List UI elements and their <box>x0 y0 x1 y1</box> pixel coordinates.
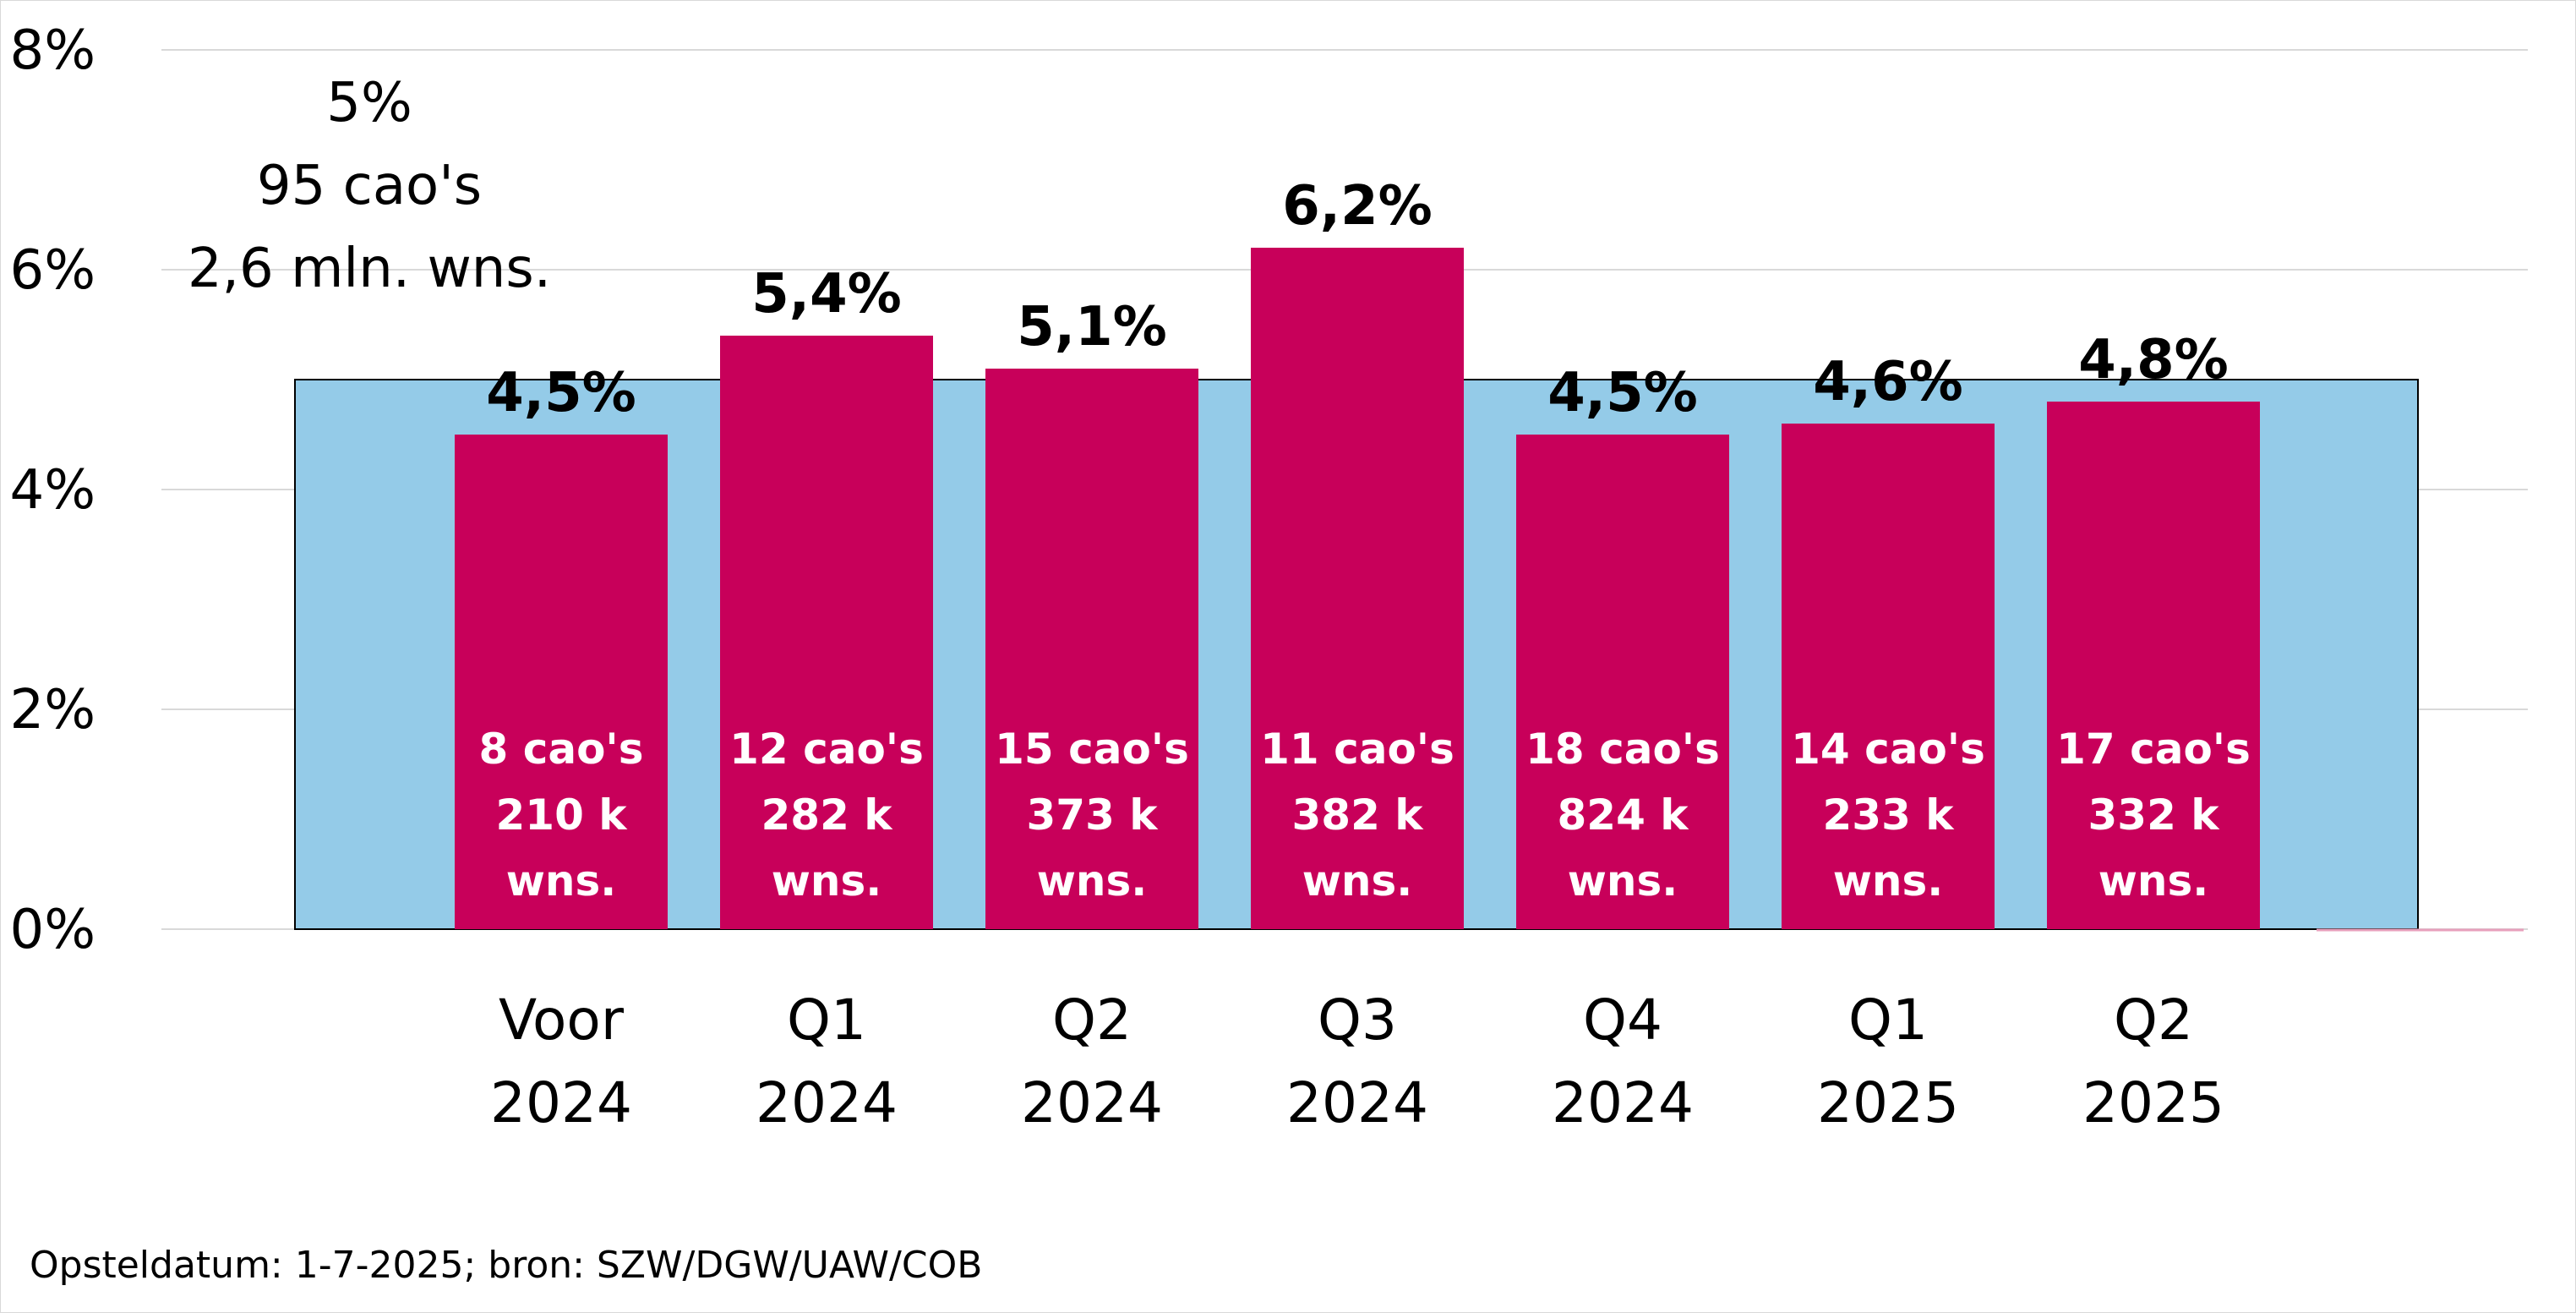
bar-annotation-line: wns. <box>1037 856 1148 905</box>
bar-annotations: 8 cao's 210 k wns. 12 cao's 282 k wns. 15 cao'… <box>479 725 2251 905</box>
x-category-label: Q2 <box>2114 987 2193 1053</box>
bar-annotation-line: 373 k <box>1026 791 1159 840</box>
bar-annotation-line: wns. <box>1568 856 1678 905</box>
bar <box>720 336 933 929</box>
bars <box>455 248 2260 929</box>
x-category-label: 2024 <box>490 1070 632 1135</box>
bar <box>2047 402 2260 929</box>
bar <box>985 369 1198 929</box>
bar-annotation-line: 12 cao's <box>729 725 924 774</box>
bar <box>1251 248 1464 929</box>
bar-value-label: 4,5% <box>486 362 636 424</box>
bar-annotation-line: wns. <box>772 856 882 905</box>
x-category-label: Q4 <box>1583 987 1662 1053</box>
bar-annotation-line: 233 k <box>1822 791 1955 840</box>
x-category-label: 2024 <box>1552 1070 1694 1135</box>
y-tick-label: 6% <box>9 239 96 302</box>
x-category-label: Q1 <box>787 987 866 1053</box>
bar-annotation-line: 824 k <box>1557 791 1689 840</box>
x-category-label: Voor <box>499 987 625 1053</box>
x-category-label: 2024 <box>1286 1070 1428 1135</box>
bar-annotation-line: 332 k <box>2088 791 2220 840</box>
benchmark-label-line: 2,6 mln. wns. <box>188 238 551 300</box>
bar-annotation-line: wns. <box>506 856 617 905</box>
bar <box>1782 424 1995 929</box>
bar-annotation-line: wns. <box>1302 856 1413 905</box>
value-labels: 4,5% 5,4% 5,1% 6,2% 4,5% 4,6% 4,8% <box>486 175 2229 424</box>
bar-annotation-line: 210 k <box>495 791 628 840</box>
bar <box>455 435 668 929</box>
x-category-label: Q1 <box>1848 987 1928 1053</box>
y-tick-label: 8% <box>9 19 96 82</box>
x-category-label: Q3 <box>1318 987 1397 1053</box>
bar-annotation-line: 382 k <box>1291 791 1424 840</box>
benchmark-label-line: 5% <box>326 72 412 134</box>
bar <box>1516 435 1729 929</box>
x-category-label: Q2 <box>1052 987 1132 1053</box>
y-tick-label: 0% <box>9 899 96 961</box>
footnote: Opsteldatum: 1-7-2025; bron: SZW/DGW/UAW… <box>30 1244 982 1287</box>
x-category-label: 2025 <box>1817 1070 1959 1135</box>
bar-value-label: 6,2% <box>1282 175 1433 238</box>
benchmark-label: 5% 95 cao's 2,6 mln. wns. <box>188 72 551 300</box>
x-axis-categories: Voor 2024 Q1 2024 Q2 2024 Q3 2024 Q4 2024 Q1 2025 Q2… <box>490 987 2224 1135</box>
bar-annotation-line: 8 cao's <box>479 725 644 774</box>
bar-value-label: 4,8% <box>2078 329 2229 391</box>
bar-annotation-line: 18 cao's <box>1525 725 1720 774</box>
bar-annotation-line: 14 cao's <box>1791 725 1985 774</box>
bar-annotation-line: 11 cao's <box>1260 725 1454 774</box>
bar-value-label: 5,4% <box>751 263 902 326</box>
y-axis-ticks: 0% 2% 4% 6% 8% <box>9 19 96 961</box>
y-tick-label: 4% <box>9 459 96 522</box>
x-category-label: 2024 <box>756 1070 898 1135</box>
bar-value-label: 5,1% <box>1017 296 1167 358</box>
bar-value-label: 4,6% <box>1813 351 1963 413</box>
bar-annotation-line: wns. <box>1833 856 1944 905</box>
x-category-label: 2024 <box>1021 1070 1163 1135</box>
bar-value-label: 4,5% <box>1547 362 1698 424</box>
bar-annotation-line: wns. <box>2098 856 2209 905</box>
bar-annotation-line: 282 k <box>761 791 893 840</box>
bar-annotation-line: 15 cao's <box>995 725 1189 774</box>
bar-annotation-line: 17 cao's <box>2056 725 2251 774</box>
y-tick-label: 2% <box>9 679 96 741</box>
x-category-label: 2025 <box>2082 1070 2224 1135</box>
benchmark-label-line: 95 cao's <box>257 155 482 217</box>
